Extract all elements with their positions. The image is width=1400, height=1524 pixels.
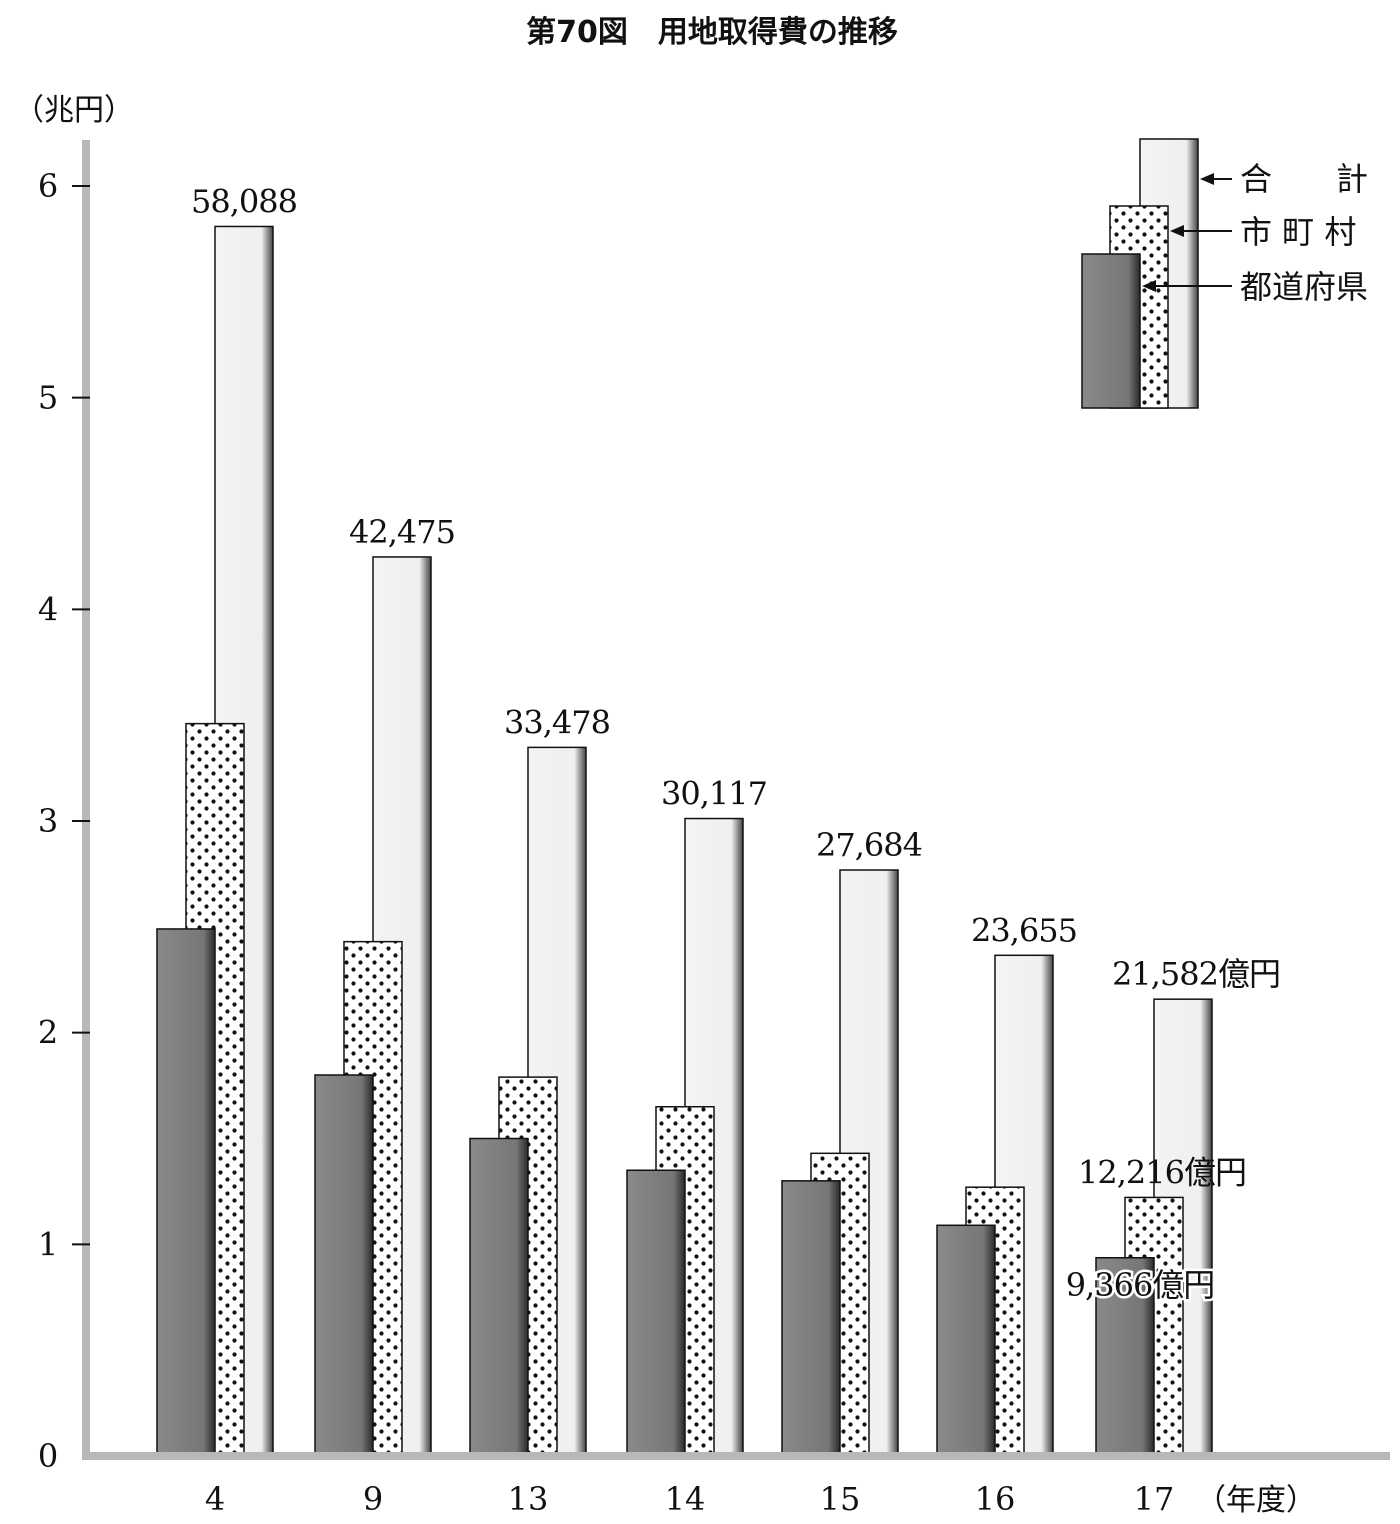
y-tick-label-6: 6 bbox=[38, 167, 58, 205]
legend-arrowhead-total bbox=[1200, 173, 1214, 185]
value-label-total-15: 27,684 bbox=[816, 826, 922, 864]
x-tick-label-14: 14 bbox=[665, 1480, 706, 1518]
bar-prefecture-14 bbox=[626, 1169, 686, 1457]
y-ticks: 0 1 2 3 4 5 6 bbox=[38, 167, 90, 1475]
value-label-municipal-17: 12,216億円 bbox=[1078, 1153, 1246, 1191]
x-tick-label-13: 13 bbox=[508, 1480, 549, 1518]
value-label-total-9: 42,475 bbox=[349, 513, 455, 551]
legend: 合 計 市 町 村 都道府県 bbox=[1081, 138, 1368, 409]
legend-arrowhead-municipal bbox=[1170, 225, 1184, 237]
y-tick-label-5: 5 bbox=[38, 379, 58, 417]
x-axis-line bbox=[82, 1452, 1390, 1460]
y-tick-label-2: 2 bbox=[38, 1014, 58, 1052]
x-tick-label-16: 16 bbox=[975, 1480, 1016, 1518]
x-ticks: 4 9 13 14 15 16 17 bbox=[205, 1480, 1175, 1518]
bar-prefecture-16 bbox=[936, 1224, 996, 1457]
x-tick-label-9: 9 bbox=[363, 1480, 383, 1518]
y-unit-label: （兆円） bbox=[14, 93, 134, 128]
y-tick-label-3: 3 bbox=[38, 802, 58, 840]
y-axis-line bbox=[82, 140, 90, 1460]
value-label-total-17: 21,582億円 bbox=[1112, 955, 1280, 993]
x-tick-label-15: 15 bbox=[820, 1480, 861, 1518]
value-label-total-4: 58,088 bbox=[191, 182, 297, 220]
bar-prefecture-9 bbox=[314, 1074, 374, 1457]
legend-label-municipal: 市 町 村 bbox=[1240, 213, 1356, 251]
value-label-total-14: 30,117 bbox=[661, 775, 767, 813]
x-tick-label-17: 17 bbox=[1134, 1480, 1175, 1518]
bar-prefecture-4 bbox=[156, 928, 216, 1457]
value-label-total-16: 23,655 bbox=[971, 911, 1077, 949]
legend-label-total: 合 計 bbox=[1240, 160, 1368, 198]
legend-label-prefecture: 都道府県 bbox=[1240, 268, 1368, 306]
bar-prefecture-13 bbox=[469, 1137, 529, 1457]
y-tick-label-1: 1 bbox=[38, 1225, 58, 1263]
value-labels: 58,088 42,475 33,478 30,117 27,684 23,655 21,5… bbox=[191, 182, 1281, 1306]
value-label-total-13: 33,478 bbox=[504, 703, 610, 741]
x-tick-label-4: 4 bbox=[205, 1480, 225, 1518]
x-unit-label: （年度） bbox=[1196, 1483, 1316, 1518]
y-tick-label-0: 0 bbox=[38, 1437, 58, 1475]
bar-prefecture-15 bbox=[781, 1180, 841, 1457]
legend-arrowhead-prefecture bbox=[1142, 280, 1156, 292]
y-tick-label-4: 4 bbox=[38, 590, 58, 628]
bars-group bbox=[156, 225, 1213, 1457]
value-label-prefecture-17: 9,366億円 bbox=[1066, 1266, 1215, 1304]
chart-title: 第70図 用地取得費の推移 bbox=[526, 15, 898, 50]
legend-swatch-prefecture bbox=[1081, 253, 1141, 409]
